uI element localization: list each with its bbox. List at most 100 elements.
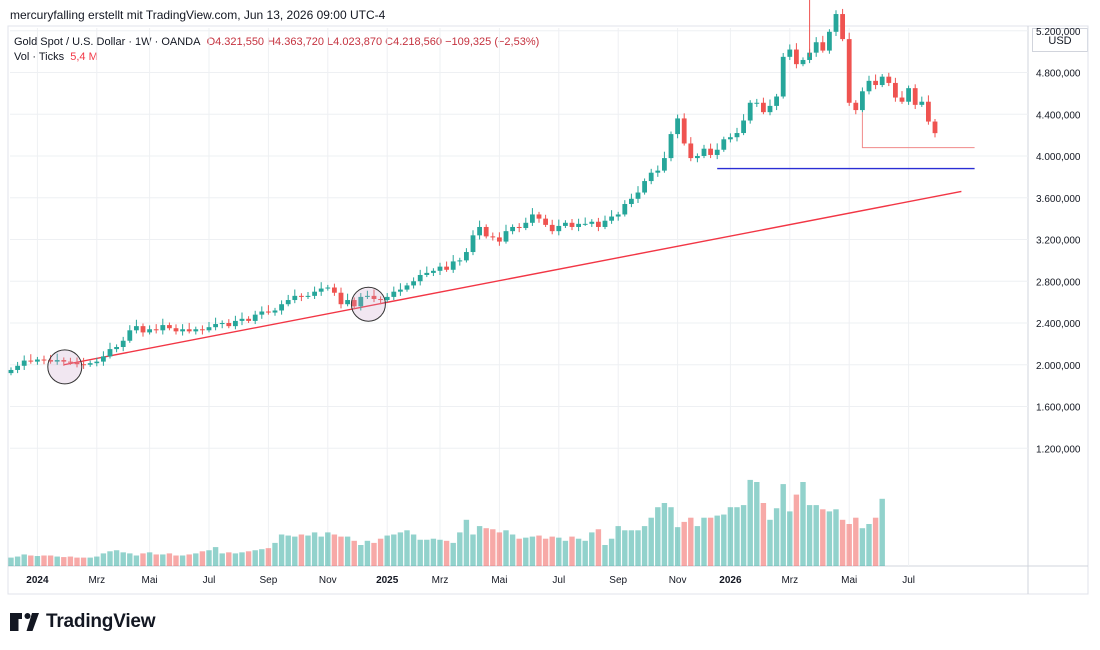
volume-bar — [179, 555, 186, 566]
volume-bar — [503, 530, 509, 566]
volume-bar — [259, 549, 265, 566]
candle-body — [490, 236, 496, 238]
candle-body — [411, 281, 416, 286]
candle-body — [239, 318, 245, 321]
symbol-title: Gold Spot / U.S. Dollar · 1W · OANDA — [14, 36, 201, 48]
candle-body — [219, 323, 225, 325]
candle-body — [371, 295, 377, 299]
candle-body — [404, 285, 410, 290]
candle-body — [94, 361, 100, 364]
volume-bar — [278, 534, 285, 566]
volume-bar — [74, 557, 80, 566]
candle-body — [853, 102, 859, 111]
price-tick-label: 1.600,000 — [1036, 403, 1081, 414]
symbol-legend[interactable]: Gold Spot / U.S. Dollar · 1W · OANDA O4.… — [14, 36, 539, 48]
candle-body — [127, 330, 133, 341]
volume-bar — [714, 515, 720, 566]
volume-bar — [813, 505, 819, 566]
candle-body — [932, 121, 938, 134]
candle-body — [860, 91, 865, 111]
candle-body — [384, 296, 390, 301]
candle-body — [688, 143, 694, 159]
candle-body — [780, 56, 786, 97]
candle-body — [754, 102, 760, 104]
candle-body — [114, 347, 119, 350]
volume-bar — [820, 509, 826, 566]
volume-bar — [509, 534, 516, 566]
candle-body — [351, 300, 357, 307]
candle-body — [477, 226, 482, 236]
volume-bar — [688, 517, 694, 566]
volume-bar — [628, 530, 635, 566]
time-tick-label: Jul — [203, 575, 216, 586]
candle-body — [701, 148, 707, 156]
volume-bar — [87, 557, 93, 566]
candle-body — [787, 49, 793, 57]
volume-bar — [872, 517, 879, 566]
volume-bar — [754, 482, 760, 566]
candle-body — [556, 225, 562, 232]
volume-bar — [556, 537, 562, 566]
volume-bar — [173, 555, 179, 566]
candle-body — [609, 216, 614, 221]
volume-bar — [140, 553, 146, 566]
volume-bar — [272, 542, 278, 566]
volume-bar — [589, 532, 595, 566]
chart-credit: mercuryfalling erstellt mit TradingView.… — [10, 8, 386, 22]
candle-body — [107, 349, 113, 357]
candle-body — [655, 170, 661, 173]
volume-bar — [226, 552, 232, 566]
time-tick-label: Sep — [609, 575, 627, 586]
volume-bar — [120, 552, 126, 566]
candle-body — [160, 325, 166, 331]
volume-bar — [450, 542, 456, 566]
volume-legend[interactable]: Vol · Ticks 5,4 M — [14, 51, 98, 63]
volume-bar — [496, 532, 503, 566]
candle-body — [305, 295, 311, 297]
currency-button[interactable]: USD — [1032, 28, 1088, 52]
volume-bar — [793, 494, 800, 566]
candle-body — [582, 223, 588, 225]
volume-bar — [364, 540, 371, 566]
candle-body — [879, 76, 885, 86]
candle-body — [820, 42, 826, 51]
volume-bar — [806, 505, 813, 566]
volume-bar — [622, 530, 628, 566]
tradingview-mark-icon — [10, 613, 39, 631]
volume-bar — [780, 484, 786, 566]
volume-bar — [490, 529, 496, 566]
candle-body — [345, 300, 350, 305]
volume-bar — [358, 545, 364, 566]
candle-body — [615, 214, 621, 217]
volume-bar — [707, 517, 714, 566]
tradingview-logo[interactable]: TradingView — [10, 611, 156, 633]
volume-bar — [127, 553, 133, 566]
candle-body — [74, 362, 80, 365]
candle-body — [186, 329, 192, 332]
candle-body — [272, 310, 278, 313]
volume-bar — [575, 538, 582, 566]
volume-bar — [417, 539, 423, 566]
candle-body — [470, 235, 476, 253]
volume-bar — [54, 556, 60, 566]
candle-body — [457, 260, 463, 262]
candle-body — [437, 266, 443, 271]
volume-bar — [648, 517, 654, 566]
time-tick-label: Mrz — [432, 575, 449, 586]
candle-body — [378, 298, 383, 301]
candle-body — [714, 149, 720, 155]
candle-body — [622, 204, 628, 215]
candle-body — [173, 328, 179, 332]
candle-body — [503, 231, 509, 242]
volume-bar — [740, 505, 747, 566]
candle-body — [417, 274, 423, 282]
volume-bar — [529, 536, 536, 566]
volume-bar — [833, 509, 839, 566]
candle-body — [866, 80, 872, 92]
candle-body — [589, 221, 595, 224]
price-tick-label: 5.200,000 — [1036, 27, 1081, 38]
candle-body — [450, 261, 456, 270]
candle-body — [444, 266, 449, 270]
volume-bar — [28, 555, 34, 566]
